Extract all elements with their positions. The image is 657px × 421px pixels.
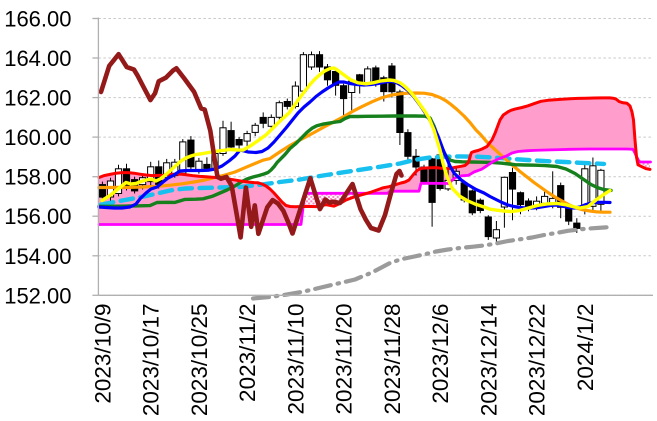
svg-text:2023/10/9: 2023/10/9	[90, 304, 115, 404]
svg-text:2023/11/2: 2023/11/2	[235, 304, 260, 402]
svg-text:2023/11/10: 2023/11/10	[283, 304, 308, 415]
svg-text:2023/12/6: 2023/12/6	[428, 304, 453, 404]
svg-text:158.00: 158.00	[4, 165, 71, 190]
svg-text:2023/10/25: 2023/10/25	[187, 304, 212, 417]
svg-text:152.00: 152.00	[4, 283, 71, 308]
svg-text:164.00: 164.00	[4, 46, 71, 71]
svg-text:2023/12/14: 2023/12/14	[476, 304, 501, 417]
svg-text:2023/11/28: 2023/11/28	[380, 304, 405, 415]
svg-text:2024/1/2: 2024/1/2	[573, 304, 598, 392]
svg-text:160.00: 160.00	[4, 125, 71, 150]
svg-text:166.00: 166.00	[4, 7, 71, 32]
svg-text:162.00: 162.00	[4, 86, 71, 111]
svg-text:2023/12/22: 2023/12/22	[525, 304, 550, 417]
svg-text:154.00: 154.00	[4, 244, 71, 269]
svg-text:2023/10/17: 2023/10/17	[139, 304, 164, 417]
svg-text:2023/11/20: 2023/11/20	[332, 304, 357, 415]
svg-text:156.00: 156.00	[4, 204, 71, 229]
